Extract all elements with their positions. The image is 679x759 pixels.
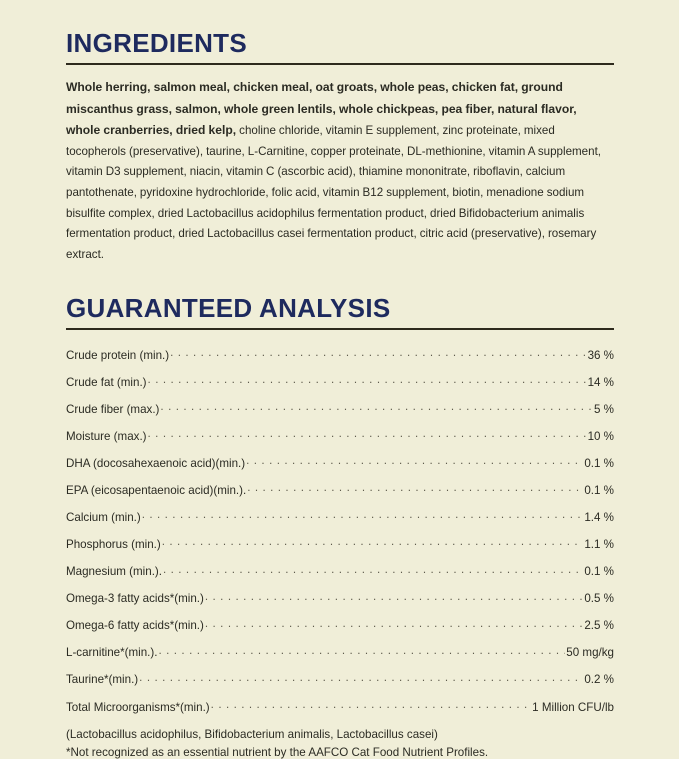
analysis-row: Magnesium (min.). 0.1 % [66, 557, 614, 584]
analysis-row: EPA (eicosapentaenoic acid)(min.). 0.1 % [66, 476, 614, 503]
analysis-row-label: Taurine*(min.) [66, 673, 139, 687]
analysis-row-label: L-carnitine*(min.). [66, 646, 158, 660]
analysis-row-value: 0.2 % [584, 673, 614, 687]
guaranteed-analysis-section: GUARANTEED ANALYSIS Crude protein (min.)… [66, 293, 614, 759]
dot-leader [139, 672, 583, 684]
dot-leader [246, 455, 583, 467]
guaranteed-analysis-divider [66, 328, 614, 331]
dot-leader [205, 591, 583, 603]
analysis-row: Omega-3 fatty acids*(min.) 0.5 % [66, 584, 614, 611]
footnote-text: (Lactobacillus acidophilus, Bifidobacter… [66, 727, 438, 741]
analysis-row-label: Phosphorus (min.) [66, 538, 161, 552]
ingredients-divider [66, 63, 614, 66]
analysis-row-label: Crude fat (min.) [66, 375, 147, 389]
analysis-row: Phosphorus (min.) 1.1 % [66, 530, 614, 557]
analysis-row-value: 1 Million CFU/lb [532, 700, 614, 714]
nutrition-label-page: INGREDIENTS Whole herring, salmon meal, … [0, 0, 679, 679]
analysis-row-label: Omega-6 fatty acids*(min.) [66, 619, 204, 633]
ingredients-section: INGREDIENTS Whole herring, salmon meal, … [66, 28, 614, 266]
analysis-row-value: 0.1 % [584, 456, 614, 470]
ingredients-text: Whole herring, salmon meal, chicken meal… [66, 77, 614, 266]
analysis-row-label: DHA (docosahexaenoic acid)(min.) [66, 456, 246, 470]
footnote-text: *Not recognized as an essential nutrient… [66, 746, 489, 759]
analysis-row-value: 14 % [587, 375, 614, 389]
analysis-row: Crude fiber (max.) 5 % [66, 395, 614, 422]
dot-leader [159, 645, 566, 657]
analysis-row: Calcium (min.) 1.4 % [66, 503, 614, 530]
analysis-row-value: 5 % [594, 402, 614, 416]
analysis-row-value: 0.5 % [584, 592, 614, 606]
ingredients-heading: INGREDIENTS [66, 28, 247, 58]
dot-leader [170, 347, 586, 359]
guaranteed-analysis-heading: GUARANTEED ANALYSIS [66, 293, 391, 324]
ingredients-primary-text: Whole herring, salmon meal, chicken meal… [66, 79, 577, 138]
analysis-row-label: Omega-3 fatty acids*(min.) [66, 592, 204, 606]
analysis-row: L-carnitine*(min.). 50 mg/kg [66, 638, 614, 665]
analysis-row-value: 50 mg/kg [566, 646, 614, 660]
analysis-row-label: Crude protein (min.) [66, 348, 170, 362]
analysis-row-label: Magnesium (min.). [66, 565, 162, 579]
dot-leader [160, 401, 593, 413]
dot-leader [211, 699, 532, 711]
analysis-row-label: Moisture (max.) [66, 429, 147, 443]
analysis-row-label: Crude fiber (max.) [66, 402, 160, 416]
analysis-list: Crude protein (min.) 36 % Crude fat (min.)… [66, 340, 614, 719]
analysis-row-value: 2.5 % [584, 619, 614, 633]
analysis-row: Omega-6 fatty acids*(min.) 2.5 % [66, 611, 614, 638]
analysis-row: Crude protein (min.) 36 % [66, 340, 614, 367]
dot-leader [142, 509, 584, 521]
label-content: INGREDIENTS Whole herring, salmon meal, … [66, 28, 614, 759]
ingredients-secondary-text: choline chloride, vitamin E supplement, … [66, 124, 602, 261]
analysis-row: Total Microorganisms*(min.) 1 Million CFU… [66, 692, 614, 719]
dot-leader [148, 428, 587, 440]
analysis-footnotes: (Lactobacillus acidophilus, Bifidobacter… [66, 720, 614, 759]
analysis-row-label: Total Microorganisms*(min.) [66, 700, 210, 714]
analysis-row-label: EPA (eicosapentaenoic acid)(min.). [66, 483, 247, 497]
dot-leader [247, 482, 583, 494]
analysis-row-value: 1.4 % [584, 510, 614, 524]
analysis-row-value: 0.1 % [584, 483, 614, 497]
analysis-row-value: 10 % [587, 429, 614, 443]
analysis-row-label: Calcium (min.) [66, 510, 141, 524]
analysis-row-value: 0.1 % [584, 565, 614, 579]
dot-leader [205, 618, 583, 630]
analysis-row: DHA (docosahexaenoic acid)(min.) 0.1 % [66, 449, 614, 476]
dot-leader [148, 374, 587, 386]
analysis-row-value: 36 % [587, 348, 614, 362]
analysis-row: Moisture (max.) 10 % [66, 422, 614, 449]
dot-leader [162, 536, 584, 548]
analysis-row-value: 1.1 % [584, 538, 614, 552]
analysis-row: Crude fat (min.) 14 % [66, 367, 614, 394]
dot-leader [163, 564, 583, 576]
